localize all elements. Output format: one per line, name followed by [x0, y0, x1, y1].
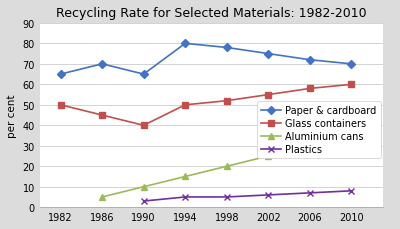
Y-axis label: per cent: per cent: [7, 94, 17, 137]
Plastics: [224, 196, 229, 199]
Aluminium cans: [141, 185, 146, 188]
Glass containers: [308, 88, 312, 90]
Line: Paper & cardboard: Paper & cardboard: [58, 41, 354, 78]
Paper & cardboard: [183, 43, 188, 46]
Paper & cardboard: [349, 63, 354, 66]
Aluminium cans: [308, 135, 312, 137]
Aluminium cans: [183, 175, 188, 178]
Aluminium cans: [266, 155, 271, 158]
Glass containers: [349, 84, 354, 86]
Aluminium cans: [349, 114, 354, 117]
Paper & cardboard: [100, 63, 104, 66]
Glass containers: [266, 94, 271, 96]
Paper & cardboard: [141, 73, 146, 76]
Paper & cardboard: [58, 73, 63, 76]
Aluminium cans: [224, 165, 229, 168]
Plastics: [183, 196, 188, 199]
Glass containers: [183, 104, 188, 107]
Line: Glass containers: Glass containers: [58, 82, 354, 128]
Aluminium cans: [100, 196, 104, 199]
Plastics: [141, 200, 146, 202]
Glass containers: [58, 104, 63, 107]
Title: Recycling Rate for Selected Materials: 1982-2010: Recycling Rate for Selected Materials: 1…: [56, 7, 366, 20]
Legend: Paper & cardboard, Glass containers, Aluminium cans, Plastics: Paper & cardboard, Glass containers, Alu…: [257, 102, 380, 158]
Plastics: [308, 192, 312, 194]
Plastics: [266, 194, 271, 196]
Line: Plastics: Plastics: [140, 188, 355, 205]
Paper & cardboard: [224, 47, 229, 50]
Glass containers: [224, 100, 229, 103]
Glass containers: [100, 114, 104, 117]
Line: Aluminium cans: Aluminium cans: [99, 112, 355, 201]
Plastics: [349, 190, 354, 192]
Glass containers: [141, 124, 146, 127]
Paper & cardboard: [266, 53, 271, 56]
Paper & cardboard: [308, 59, 312, 62]
